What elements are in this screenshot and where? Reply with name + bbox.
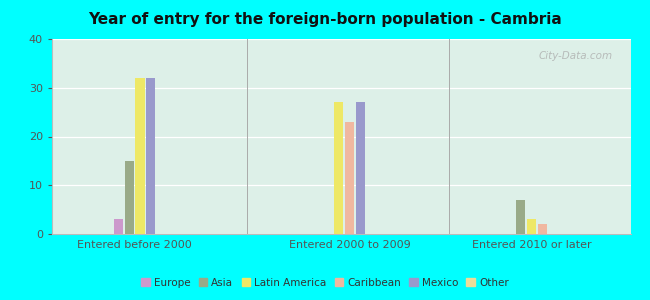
Bar xyxy=(114,219,123,234)
Bar xyxy=(538,224,547,234)
Bar xyxy=(516,200,525,234)
Bar xyxy=(135,78,144,234)
Bar xyxy=(334,102,343,234)
Bar xyxy=(356,102,365,234)
Bar xyxy=(345,122,354,234)
Bar xyxy=(526,219,536,234)
Text: Year of entry for the foreign-born population - Cambria: Year of entry for the foreign-born popul… xyxy=(88,12,562,27)
Text: City-Data.com: City-Data.com xyxy=(539,51,613,61)
Legend: Europe, Asia, Latin America, Caribbean, Mexico, Other: Europe, Asia, Latin America, Caribbean, … xyxy=(137,274,513,292)
Bar xyxy=(125,161,134,234)
Bar xyxy=(146,78,155,234)
